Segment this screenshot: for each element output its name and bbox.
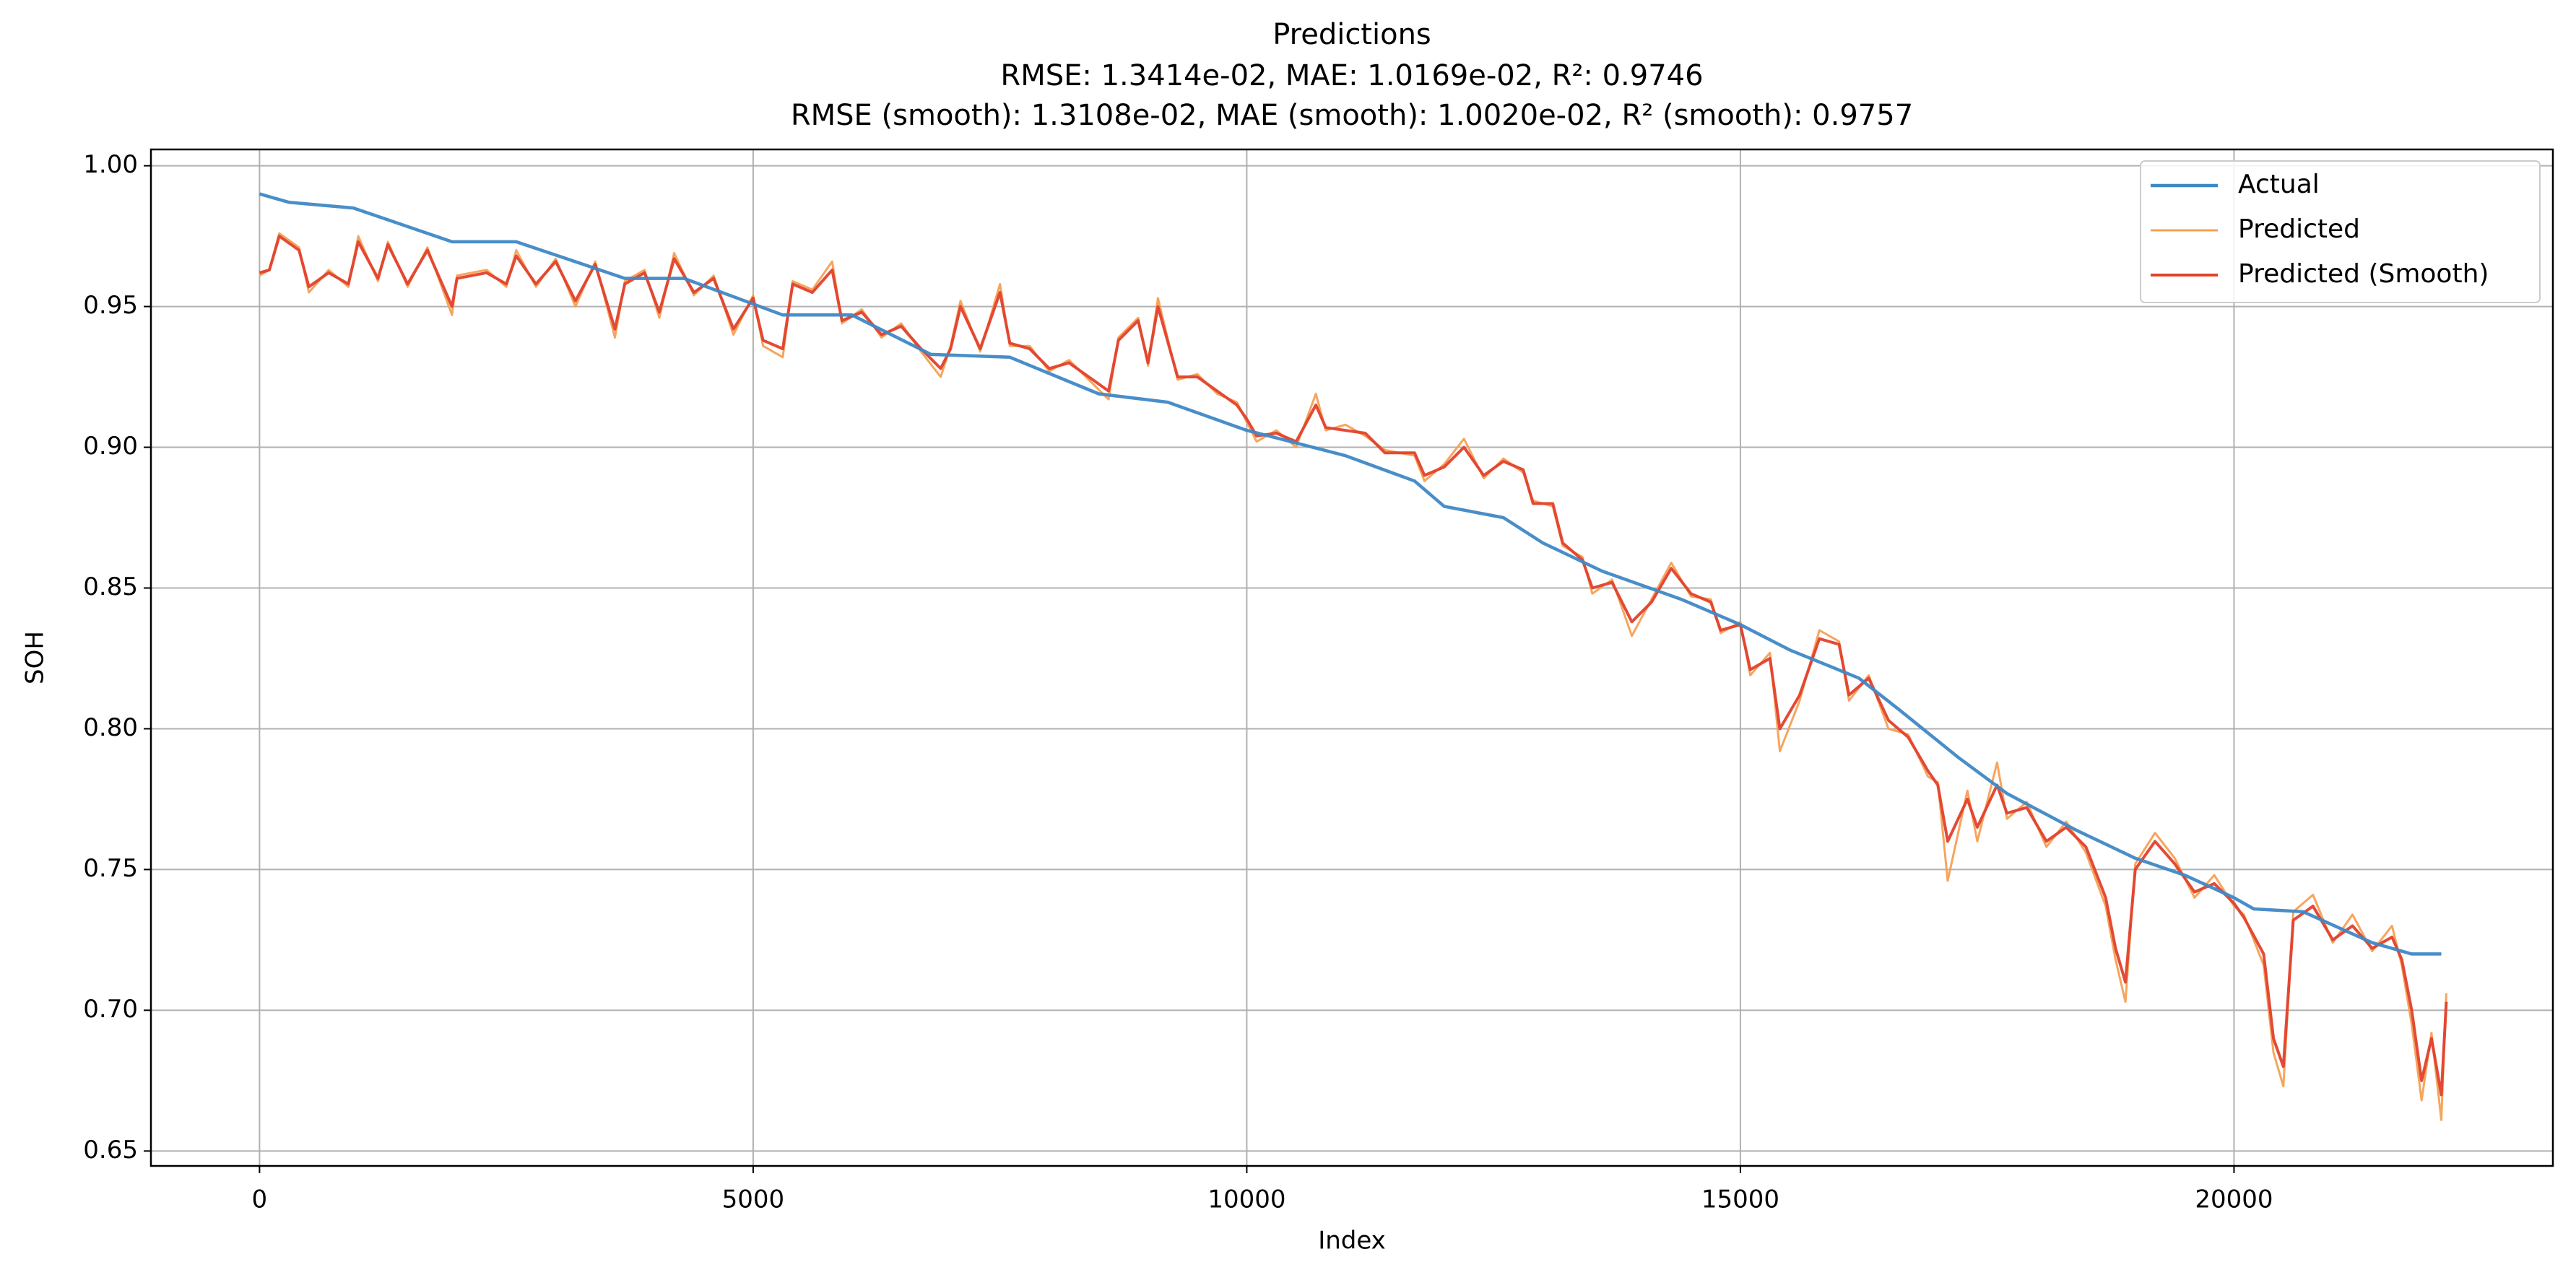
plot-frame [149, 148, 2554, 1167]
x-tick-label: 10000 [1207, 1185, 1285, 1214]
y-tick-label: 0.75 [83, 854, 138, 883]
legend-label: Predicted (Smooth) [2238, 259, 2489, 289]
y-tick-label: 0.95 [83, 291, 138, 320]
chart-subtitle: RMSE: 1.3414e-02, MAE: 1.0169e-02, R²: 0… [1000, 59, 1703, 92]
y-tick-label: 0.70 [83, 995, 138, 1024]
x-axis-label: Index [1318, 1227, 1386, 1255]
legend-label: Predicted [2238, 214, 2360, 244]
legend-box [2140, 160, 2541, 303]
y-tick-label: 0.65 [83, 1136, 138, 1164]
x-tick-label: 5000 [722, 1185, 785, 1214]
y-tick-label: 0.85 [83, 572, 138, 601]
x-tick-label: 20000 [2195, 1185, 2273, 1214]
x-tick-label: 0 [252, 1185, 268, 1214]
y-axis-label: SOH [21, 631, 50, 684]
series-line [259, 235, 2448, 1097]
x-tick-label: 15000 [1701, 1185, 1779, 1214]
legend-label: Actual [2238, 170, 2320, 199]
chart-title: Predictions [1272, 18, 1431, 51]
chart-subtitle: RMSE (smooth): 1.3108e-02, MAE (smooth):… [791, 99, 1913, 132]
y-tick-label: 0.80 [83, 713, 138, 742]
series-line [259, 192, 2442, 956]
y-tick-label: 1.00 [83, 150, 138, 179]
y-tick-label: 0.90 [83, 432, 138, 461]
